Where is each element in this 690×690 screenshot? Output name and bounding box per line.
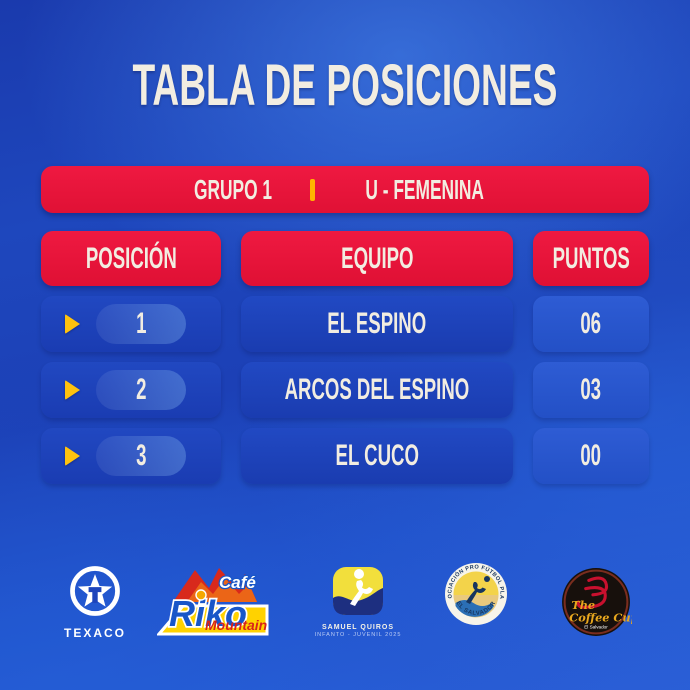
position-marker-icon [65, 446, 80, 466]
table-row-3-position: 3 [41, 428, 221, 484]
standings-table: POSICIÓN EQUIPO PUNTOS 1 EL ESPINO 06 2 … [41, 231, 649, 484]
page-title-text: TABLA DE POSICIONES [132, 53, 558, 118]
group-label: GRUPO 1 [193, 173, 272, 205]
texaco-wordmark: TEXACO [63, 626, 126, 640]
texaco-star-icon [70, 566, 120, 616]
riko-mountain-icon: Riko Café Mountain [155, 568, 269, 636]
cafe-riko-logo: Riko Café Mountain [155, 562, 271, 645]
svg-text:Coffee Cup: Coffee Cup [569, 611, 632, 625]
position-marker-icon [65, 380, 80, 400]
svg-text:Café: Café [219, 573, 256, 592]
points-value: 03 [580, 373, 602, 406]
texaco-logo: TEXACO [55, 564, 135, 640]
apfp-badge-icon: ASOCIACIÓN PRO FÚTBOL PLAYA EL SALVADOR [442, 558, 507, 625]
position-number-pill: 2 [96, 370, 186, 410]
coffee-cup-badge-icon: The Coffee Cup El Salvador [562, 568, 639, 636]
header-team-label: EQUIPO [340, 241, 414, 275]
table-row-2-position: 2 [41, 362, 221, 418]
table-row-3-points: 00 [533, 428, 649, 484]
team-name: EL CUCO [335, 439, 419, 472]
category-label: U - FEMENINA [365, 173, 484, 205]
beach-soccer-badge-icon [333, 567, 383, 615]
header-points: PUNTOS [533, 231, 649, 286]
svg-text:The: The [571, 598, 595, 612]
team-name: EL ESPINO [327, 307, 427, 340]
points-value: 06 [580, 307, 602, 340]
table-row-3-team: EL CUCO [241, 428, 513, 484]
position-number-pill: 3 [96, 436, 186, 476]
position-number-pill: 1 [96, 304, 186, 344]
svg-text:El Salvador: El Salvador [584, 625, 608, 630]
position-number: 2 [135, 373, 147, 406]
page-title: TABLA DE POSICIONES [0, 52, 690, 119]
table-row-1-position: 1 [41, 296, 221, 352]
svg-text:Mountain: Mountain [205, 617, 267, 633]
position-number: 3 [135, 439, 147, 472]
table-row-1-team: EL ESPINO [241, 296, 513, 352]
table-row-2-points: 03 [533, 362, 649, 418]
position-number: 1 [135, 307, 147, 340]
samuel-quiros-subtitle: INFANTO - JUVENIL 2025 [314, 632, 402, 638]
position-marker-icon [65, 314, 80, 334]
sponsor-strip: TEXACO Riko Café Mountain SAMUEL QUIRO [0, 558, 690, 653]
table-row-1-points: 06 [533, 296, 649, 352]
header-points-label: PUNTOS [552, 241, 630, 275]
samuel-quiros-logo: SAMUEL QUIROS INFANTO - JUVENIL 2025 [306, 566, 410, 638]
samuel-quiros-name: SAMUEL QUIROS [322, 624, 394, 631]
svg-text:Riko: Riko [169, 593, 247, 634]
coffee-cup-logo: The Coffee Cup El Salvador [560, 566, 639, 643]
points-value: 00 [580, 439, 602, 472]
apfp-logo: ASOCIACIÓN PRO FÚTBOL PLAYA EL SALVADOR [442, 558, 508, 631]
header-position-label: POSICIÓN [85, 241, 177, 275]
group-banner: GRUPO 1 U - FEMENINA [41, 166, 649, 213]
team-name: ARCOS DEL ESPINO [284, 373, 470, 406]
banner-divider [309, 178, 315, 201]
header-team: EQUIPO [241, 231, 513, 286]
header-position: POSICIÓN [41, 231, 221, 286]
table-row-2-team: ARCOS DEL ESPINO [241, 362, 513, 418]
